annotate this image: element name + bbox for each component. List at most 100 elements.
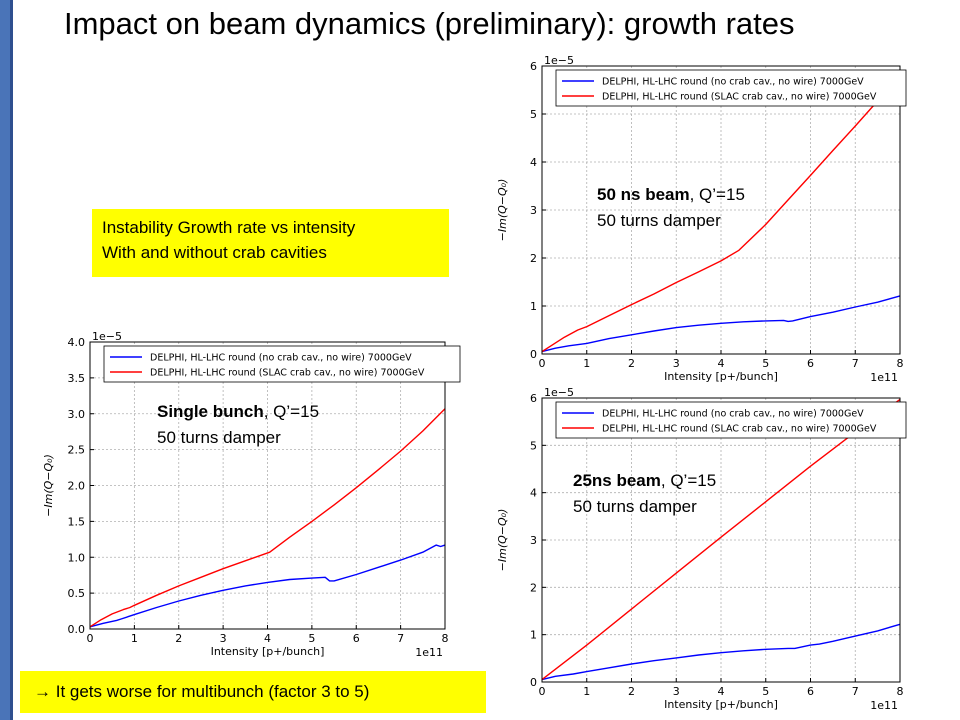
x-tick-label: 6 — [807, 357, 814, 370]
y-tick-label: 4.0 — [68, 336, 86, 349]
chart-25ns-beam: 0 1 2 3 4 5 6 7 8 0 1 2 3 4 5 6 1e−5 1e11 Intensity [p+/bu… — [496, 386, 907, 712]
x-scale-label: 1e11 — [870, 371, 898, 384]
plot-frame — [541, 397, 901, 683]
legend-box — [555, 69, 907, 107]
y-axis-title: −Im(Q−Q₀) — [42, 454, 55, 517]
y-tick-label: 6 — [530, 60, 537, 73]
legend-box — [555, 401, 907, 439]
arrow-icon: → — [34, 682, 51, 701]
series-line-no-crab — [541, 295, 901, 353]
series-line-slac-crab — [541, 398, 901, 681]
series-line-no-crab — [541, 623, 901, 681]
chart-single-bunch: 0 1 2 3 4 5 6 7 8 0.0 0.5 1.0 1.5 2.0 2.5 3.0 3.5 4.0 1e−5… — [42, 330, 461, 659]
label-single-bunch-line2: 50 turns damper — [157, 428, 281, 447]
plot-frame — [541, 65, 901, 355]
y-tick-label: 0.0 — [68, 623, 86, 636]
y-tick-label: 1.5 — [68, 515, 86, 528]
label-single-bunch-bold: Single bunch — [157, 402, 264, 421]
series-line-no-crab — [89, 544, 446, 628]
label-25ns-beam-rest: , Q’=15 — [660, 471, 717, 490]
legend-entry: DELPHI, HL-LHC round (no crab cav., no w… — [602, 409, 864, 420]
x-tick-label: 5 — [308, 632, 315, 645]
legend-entry: DELPHI, HL-LHC round (SLAC crab cav., no… — [150, 368, 425, 379]
series-line-slac-crab — [541, 75, 901, 353]
label-25ns-beam-bold: 25ns beam — [573, 471, 661, 490]
x-tick-label: 2 — [628, 357, 635, 370]
label-single-bunch-rest: , Q’=15 — [263, 402, 320, 421]
y-tick-label: 4 — [530, 156, 537, 169]
series-line-slac-crab — [89, 408, 446, 628]
y-scale-label: 1e−5 — [544, 386, 574, 399]
y-tick-label: 6 — [530, 392, 537, 405]
info-callout: Instability Growth rate vs intensity Wit… — [92, 209, 449, 277]
x-tick-label: 2 — [175, 632, 182, 645]
legend-entry: DELPHI, HL-LHC round (no crab cav., no w… — [150, 353, 412, 364]
x-axis-title: Intensity [p+/bunch] — [664, 698, 778, 711]
conclusion-text: It gets worse for multibunch (factor 3 t… — [51, 682, 370, 701]
x-tick-label: 0 — [87, 632, 94, 645]
y-tick-label: 0 — [530, 348, 537, 361]
y-tick-label: 2 — [530, 581, 537, 594]
y-tick-label: 5 — [530, 108, 537, 121]
label-50ns-beam-rest: , Q’=15 — [689, 185, 745, 204]
info-line-1: Instability Growth rate vs intensity — [102, 218, 356, 237]
x-tick-label: 8 — [897, 357, 904, 370]
legend-entry: DELPHI, HL-LHC round (SLAC crab cav., no… — [602, 92, 877, 103]
y-tick-label: 2.5 — [68, 444, 86, 457]
x-tick-label: 1 — [131, 632, 138, 645]
conclusion-callout: → It gets worse for multibunch (factor 3… — [20, 671, 486, 713]
x-tick-label: 4 — [264, 632, 271, 645]
y-tick-label: 1.0 — [68, 551, 86, 564]
x-tick-label: 3 — [673, 685, 680, 698]
label-50ns-beam-bold: 50 ns beam — [597, 185, 690, 204]
y-axis-title: −Im(Q−Q₀) — [496, 179, 509, 242]
y-tick-label: 1 — [530, 300, 537, 313]
y-tick-label: 3 — [530, 534, 537, 547]
slide-title: Impact on beam dynamics (preliminary): g… — [64, 6, 795, 41]
x-tick-label: 3 — [220, 632, 227, 645]
chart-1-group: 0 1 2 3 4 5 6 7 8 0 1 2 3 4 5 6 1e−5 1e11 Intensity [p+/bu… — [496, 54, 907, 384]
label-50ns-beam-line2: 50 turns damper — [597, 211, 721, 230]
x-tick-label: 8 — [897, 685, 904, 698]
legend-entry: DELPHI, HL-LHC round (SLAC crab cav., no… — [602, 424, 877, 435]
x-tick-label: 0 — [539, 685, 546, 698]
info-line-2: With and without crab cavities — [102, 243, 327, 262]
slide-accent-bar — [0, 0, 13, 720]
x-scale-label: 1e11 — [870, 699, 898, 712]
y-tick-label: 3 — [530, 204, 537, 217]
chart-2-group: 0 1 2 3 4 5 6 7 8 0 1 2 3 4 5 6 1e−5 1e11 Intensity [p+/bu… — [496, 386, 907, 712]
y-tick-label: 0 — [530, 676, 537, 689]
x-tick-label: 7 — [852, 357, 859, 370]
x-tick-label: 8 — [442, 632, 449, 645]
label-single-bunch: Single bunch, Q’=15 50 turns damper — [157, 399, 319, 451]
label-50ns-beam: 50 ns beam, Q’=15 50 turns damper — [597, 182, 745, 234]
x-axis-title: Intensity [p+/bunch] — [211, 645, 325, 658]
x-tick-label: 1 — [583, 685, 590, 698]
y-tick-label: 1 — [530, 629, 537, 642]
x-tick-label: 5 — [762, 685, 769, 698]
legend-entry: DELPHI, HL-LHC round (no crab cav., no w… — [602, 77, 864, 88]
x-tick-label: 2 — [628, 685, 635, 698]
y-tick-label: 4 — [530, 487, 537, 500]
y-scale-label: 1e−5 — [544, 54, 574, 67]
y-axis-title: −Im(Q−Q₀) — [496, 509, 509, 572]
x-scale-label: 1e11 — [415, 646, 443, 659]
plot-frame — [89, 341, 446, 630]
y-tick-label: 5 — [530, 439, 537, 452]
y-tick-label: 3.0 — [68, 408, 86, 421]
x-tick-label: 0 — [539, 357, 546, 370]
x-axis-title: Intensity [p+/bunch] — [664, 370, 778, 383]
x-tick-label: 6 — [807, 685, 814, 698]
x-tick-label: 6 — [353, 632, 360, 645]
y-tick-label: 2.0 — [68, 480, 86, 493]
y-tick-label: 3.5 — [68, 372, 86, 385]
y-tick-label: 0.5 — [68, 587, 86, 600]
y-scale-label: 1e−5 — [92, 330, 122, 343]
x-tick-label: 4 — [718, 685, 725, 698]
x-tick-label: 4 — [718, 357, 725, 370]
chart-0-group: 0 1 2 3 4 5 6 7 8 0.0 0.5 1.0 1.5 2.0 2.5 3.0 3.5 4.0 1e−5… — [42, 330, 461, 659]
y-tick-label: 2 — [530, 252, 537, 265]
x-tick-label: 7 — [852, 685, 859, 698]
label-25ns-beam-line2: 50 turns damper — [573, 497, 697, 516]
label-25ns-beam: 25ns beam, Q’=15 50 turns damper — [573, 468, 716, 520]
